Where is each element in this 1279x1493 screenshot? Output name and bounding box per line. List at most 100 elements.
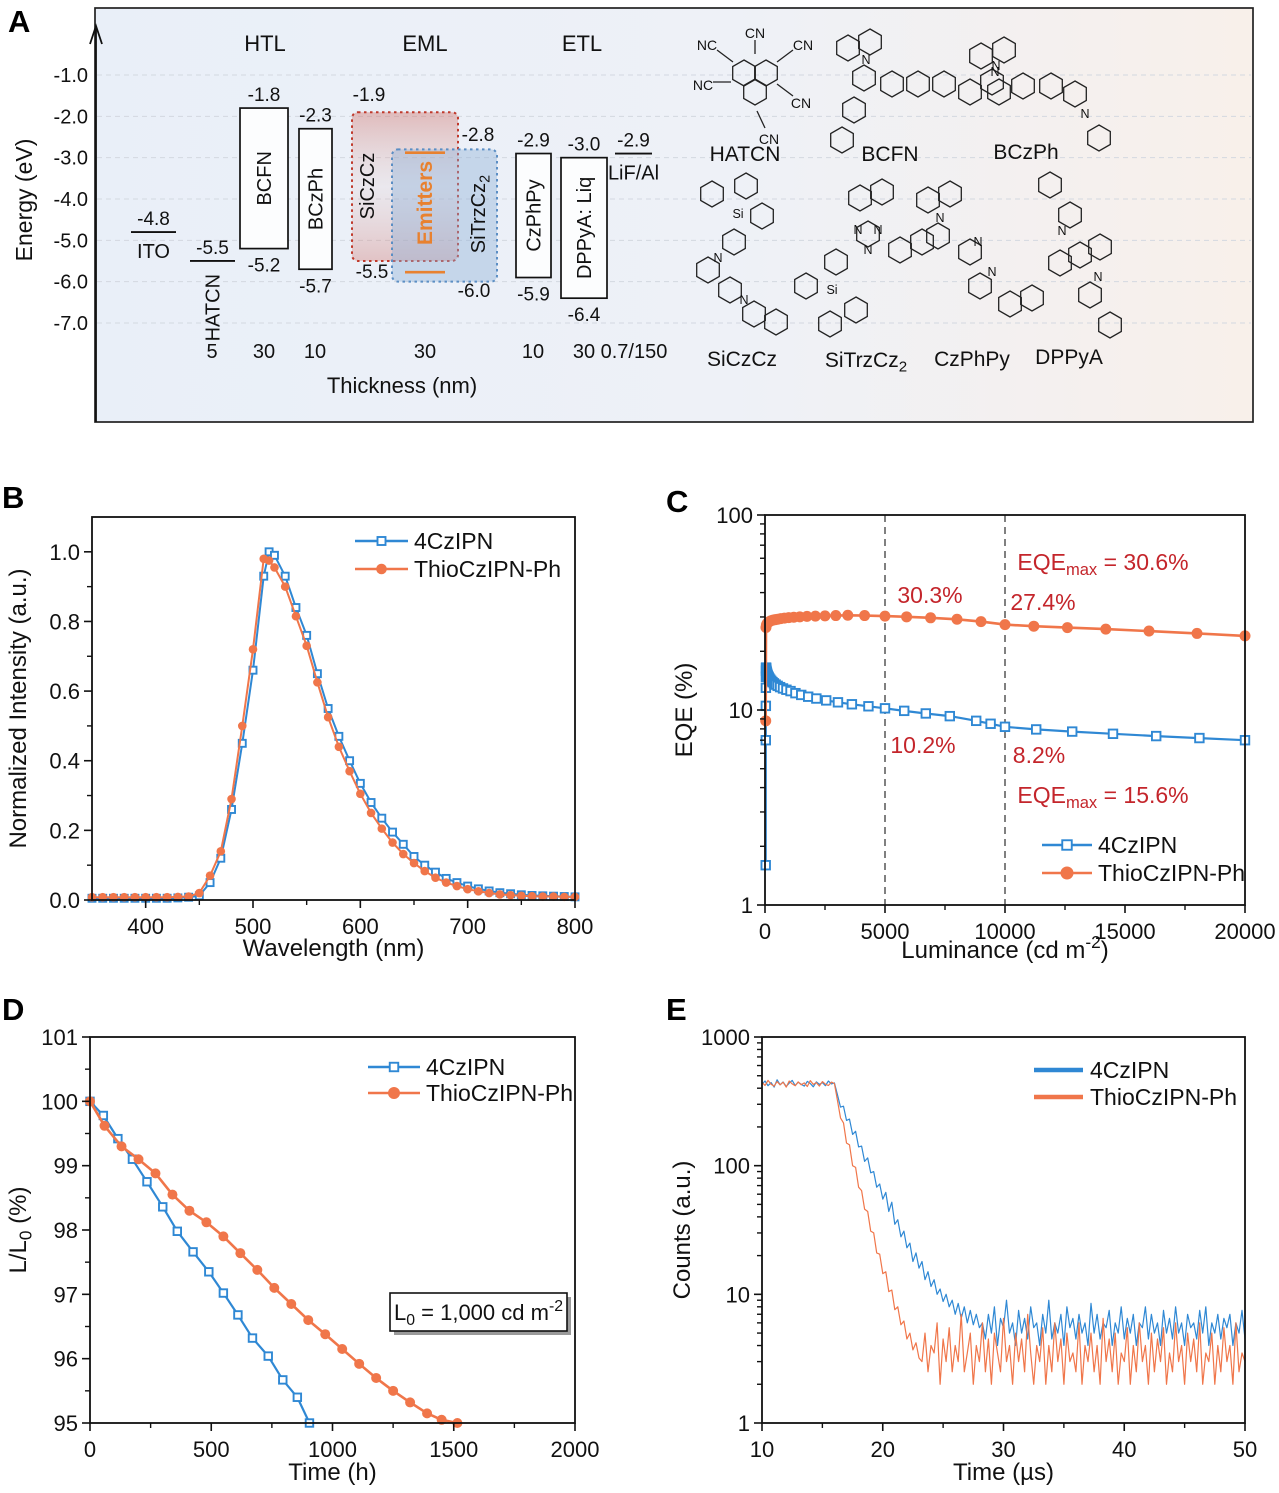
svg-text:0.0: 0.0 (49, 888, 80, 913)
atom-label: N (1080, 107, 1089, 121)
svg-text:HATCN: HATCN (203, 274, 225, 341)
svg-text:-5.5: -5.5 (356, 262, 389, 283)
molecule-structure: N NN Si (794, 178, 934, 338)
svg-text:-5.7: -5.7 (299, 276, 332, 297)
legend-label: 4CzIPN (1098, 832, 1177, 858)
device-layers: -4.8 ITO -5.5 HATCN -1.8 -5.2 BCFN -2.3 -5.7 BCzP… (131, 85, 659, 341)
svg-text:0: 0 (759, 919, 771, 944)
thickness-value: 30 (253, 341, 275, 363)
molecule-name: BCFN (861, 143, 918, 166)
x-axis-title: Time (h) (288, 1459, 376, 1486)
svg-text:1000: 1000 (701, 1025, 750, 1050)
legend-label: ThioCzIPN-Ph (1098, 860, 1245, 886)
svg-text:10: 10 (726, 1282, 750, 1307)
annotation: 8.2% (1013, 742, 1065, 768)
annotation: EQEmax = 15.6% (1017, 782, 1188, 812)
svg-text:-4.8: -4.8 (137, 209, 170, 230)
svg-text:-4.0: -4.0 (54, 189, 88, 211)
svg-text:-5.5: -5.5 (196, 238, 229, 259)
svg-text:1: 1 (741, 893, 753, 918)
atom-label: N (935, 211, 944, 225)
svg-text:-6.4: -6.4 (568, 305, 601, 326)
svg-text:-1.8: -1.8 (248, 85, 281, 106)
chart-D-series (85, 1096, 463, 1428)
series-ThioCzIPN-Ph (761, 1079, 1246, 1385)
svg-text:700: 700 (449, 914, 486, 939)
svg-text:400: 400 (127, 914, 164, 939)
svg-text:-5.0: -5.0 (54, 230, 88, 252)
svg-text:-3.0: -3.0 (54, 148, 88, 170)
molecule-structure: NN (969, 42, 1111, 152)
svg-text:95: 95 (54, 1411, 78, 1436)
svg-text:-1.0: -1.0 (54, 65, 88, 87)
emitters-levels: Emitters (405, 151, 445, 274)
series-4CzIPN (761, 1079, 1246, 1347)
svg-text:LiF/Al: LiF/Al (608, 163, 659, 185)
svg-text:1500: 1500 (429, 1437, 478, 1462)
svg-text:500: 500 (235, 914, 272, 939)
atom-label: N (861, 53, 870, 67)
thickness-value: 5 (206, 341, 217, 363)
atom-label: N (990, 65, 999, 79)
svg-text:0.6: 0.6 (49, 679, 80, 704)
region-label-etl: ETL (562, 31, 602, 56)
svg-text:101: 101 (41, 1025, 78, 1050)
svg-text:-1.9: -1.9 (353, 85, 386, 106)
thickness-value: 10 (522, 341, 544, 363)
annotation: 27.4% (1010, 589, 1075, 615)
svg-text:0.4: 0.4 (49, 749, 80, 774)
legend-label: 4CzIPN (414, 528, 493, 554)
y-axis-title: Normalized Intensity (a.u.) (5, 568, 32, 848)
molecule-name: BCzPh (993, 141, 1058, 164)
chart-E-series (761, 1079, 1246, 1385)
svg-text:-2.0: -2.0 (54, 106, 88, 128)
svg-text:-5.9: -5.9 (517, 285, 550, 306)
svg-text:-5.2: -5.2 (248, 256, 281, 277)
molecule-structure: NN (1038, 171, 1122, 339)
energy-axis-title: Energy (eV) (11, 139, 37, 262)
series-ThioCzIPN-Ph (88, 1100, 458, 1425)
thickness-value: 10 (304, 341, 326, 363)
svg-text:0: 0 (84, 1437, 96, 1462)
svg-text:98: 98 (54, 1218, 78, 1243)
svg-text:50: 50 (1233, 1437, 1257, 1462)
molecule-name: DPPyA (1035, 346, 1103, 369)
series-4CzIPN (92, 550, 576, 900)
x-axis-title: Time (µs) (953, 1459, 1054, 1486)
svg-text:SiCzCz: SiCzCz (357, 153, 379, 220)
svg-text:100: 100 (716, 503, 753, 528)
atom-label: N (1057, 224, 1066, 238)
molecule-name: CzPhPy (934, 348, 1010, 371)
molecule-structure: CN CN NC NC CN CN (693, 25, 813, 147)
svg-text:10: 10 (750, 1437, 774, 1462)
legend-label: ThioCzIPN-Ph (1090, 1084, 1237, 1110)
thickness-value: 30 (414, 341, 436, 363)
svg-text:BCzPh: BCzPh (306, 168, 328, 230)
svg-text:0.8: 0.8 (49, 609, 80, 634)
annotation: EQEmax = 30.6% (1017, 549, 1188, 579)
svg-text:SiTrzCz2: SiTrzCz2 (468, 175, 493, 253)
chart-el-spectra: 400 500 600 700 800 0.0 0.2 0.4 0.6 0.8 1.0 Wavelen… (5, 516, 593, 962)
x-axis-title: Luminance (cd m-2) (901, 932, 1108, 964)
annotation: 30.3% (897, 582, 962, 608)
annotation: 10.2% (890, 732, 955, 758)
svg-text:CzPhPy: CzPhPy (524, 179, 546, 251)
atom-label: N (987, 265, 996, 279)
svg-text:0.2: 0.2 (49, 818, 80, 843)
x-axis-title: Wavelength (nm) (243, 935, 425, 962)
atom-label: CN (745, 25, 765, 41)
molecule-structure: N N N (916, 180, 1044, 318)
svg-text:10000: 10000 (974, 919, 1035, 944)
emitters-label: Emitters (414, 161, 437, 245)
atom-label: CN (759, 131, 779, 147)
svg-text:-6.0: -6.0 (458, 281, 491, 302)
molecule-name: SiTrzCz2 (825, 349, 907, 376)
svg-text:-2.8: -2.8 (462, 125, 495, 146)
chart-lifetime: 0 500 1000 1500 2000 95 96 97 98 99 100 101 Time (h)… (5, 1025, 599, 1486)
atom-label: CN (793, 37, 813, 53)
